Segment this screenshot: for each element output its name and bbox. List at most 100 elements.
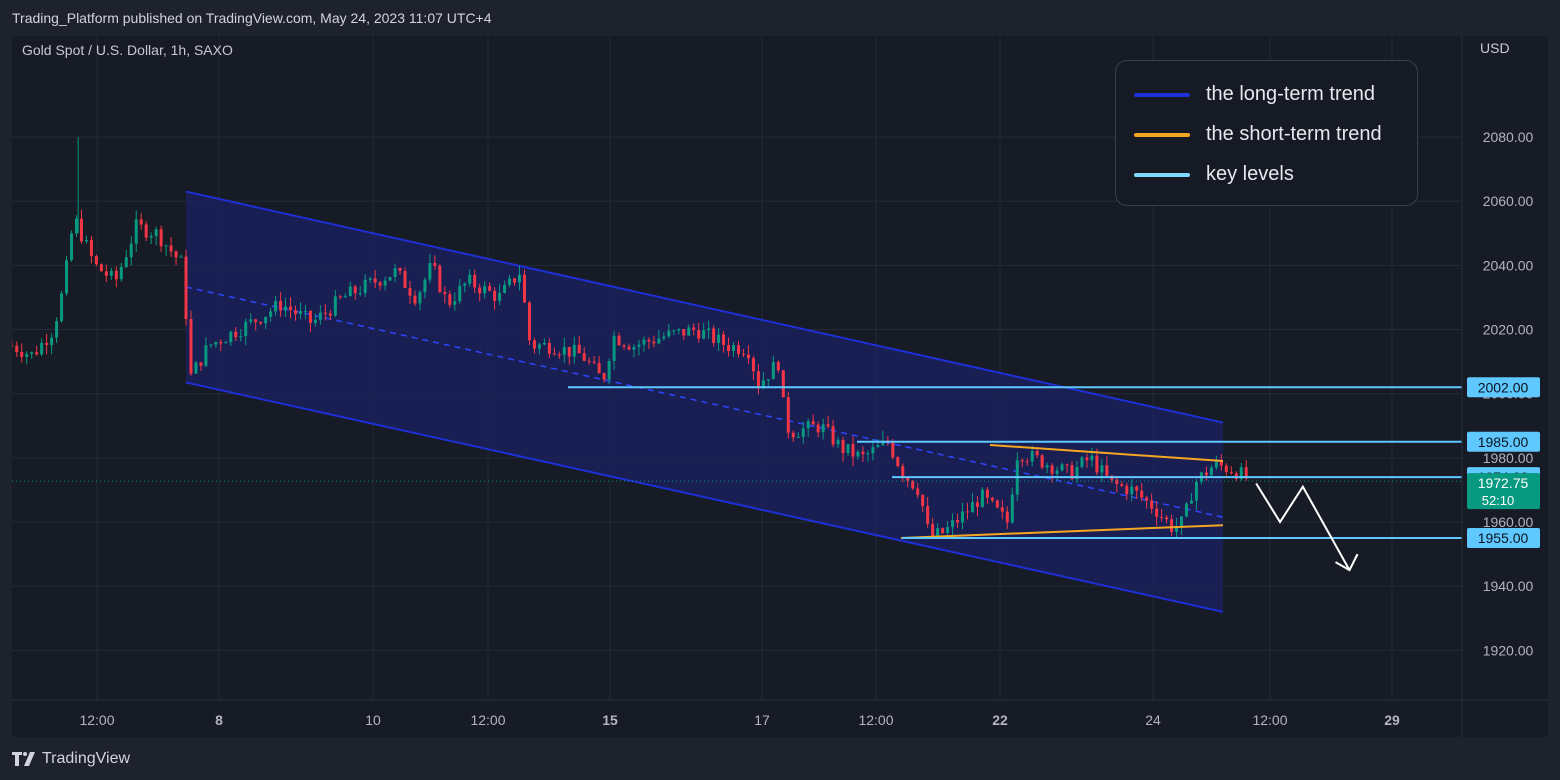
candle-body [657,338,661,344]
candle-body [169,245,173,252]
x-tick-label: 12:00 [858,712,893,728]
candle-body [1095,455,1099,473]
candle-body [269,311,273,317]
candle-body [473,274,477,288]
candle-body [965,511,969,513]
candle-body [1060,464,1064,471]
candle-body [577,344,581,354]
candle-body [189,319,193,374]
candle-body [1075,466,1079,479]
candle-body [154,229,158,237]
candle-body [204,345,208,366]
candle-body [1005,511,1009,523]
projection-arrow-head [1335,553,1359,572]
candle-body [1224,465,1228,473]
candle-body [378,282,382,286]
current-price-value: 1972.75 [1478,475,1529,491]
x-tick-label: 17 [754,712,770,728]
candle-body [194,362,198,374]
candle-body [55,321,59,338]
x-tick-label: 15 [602,712,618,728]
published-text: Trading_Platform published on TradingVie… [12,10,492,26]
legend-label: key levels [1206,163,1294,185]
y-tick-label: 1920.00 [1483,642,1534,658]
candle-body [468,274,472,284]
candle-body [642,339,646,345]
candle-body [284,306,288,311]
candle-body [806,421,810,429]
candle-body [856,451,860,457]
candle-body [622,345,626,347]
chart-title: Gold Spot / U.S. Dollar, 1h, SAXO [22,42,233,58]
projection-arrow-path [1255,482,1351,571]
price-chart[interactable]: 2080.002060.002040.002020.002000.001980.… [12,36,1548,737]
candle-body [1125,485,1129,495]
candle-body [796,436,800,438]
candle-body [562,346,566,355]
candle-body [901,466,905,478]
candle-body [717,334,721,343]
candle-body [990,497,994,501]
candle-body [821,424,825,433]
candle-body [831,426,835,445]
legend-swatch-long-term [1134,92,1190,97]
candle-body [1010,494,1014,523]
candle-body [503,284,507,293]
candle-body [841,439,845,454]
candle-body [1115,479,1119,485]
candle-body [1229,472,1233,474]
current-price-badge [1467,473,1540,510]
candle-body [114,270,118,280]
candle-body [398,268,402,272]
channel-upper-line [185,190,1224,424]
candle-body [433,263,437,266]
candle-body [766,379,770,381]
tradingview-logo[interactable]: TradingView [12,750,130,768]
candle-body [682,328,686,336]
candle-body [846,444,850,454]
projection-arrow [1255,482,1359,572]
candle-body [936,528,940,537]
chart-panel[interactable]: 2080.002060.002040.002020.002000.001980.… [12,36,1548,737]
candle-body [129,243,133,258]
y-tick-label: 1980.00 [1483,450,1534,466]
candle-body [478,287,482,294]
price-badge [1467,377,1540,398]
candle-body [368,278,372,280]
candle-body [294,310,298,314]
candle-body [343,296,347,298]
triangle-lower-line [900,524,1224,540]
candle-body [134,219,138,244]
legend-item-long-term: the long-term trend [1134,83,1375,106]
candle-body [677,328,681,331]
candle-body [662,336,666,339]
candle-body [866,453,870,455]
candle-body [1030,450,1034,462]
legend: the long-term trend the short-term trend… [1115,60,1418,206]
candle-body [707,328,711,331]
candle-body [612,335,616,362]
candle-body [931,523,935,537]
candle-body [408,288,412,296]
candle-body [383,280,387,286]
legend-item-short-term: the short-term trend [1134,123,1382,146]
candle-body [119,266,123,280]
brand-name: TradingView [42,749,131,767]
candle-body [1035,450,1039,456]
candle-body [781,370,785,398]
candle-body [493,290,497,301]
price-badge-label: 1985.00 [1478,434,1529,450]
candle-body [985,489,989,498]
candle-body [891,442,895,458]
candle-body [303,310,307,312]
candle-body [801,428,805,437]
candle-body [552,353,556,355]
legend-label: the short-term trend [1206,123,1382,145]
candle-body [951,520,955,528]
candle-body [234,331,238,338]
candle-body [1145,497,1149,501]
candle-body [144,224,148,238]
candle-body [547,342,551,354]
candle-body [1150,500,1154,509]
candle-body [816,424,820,433]
